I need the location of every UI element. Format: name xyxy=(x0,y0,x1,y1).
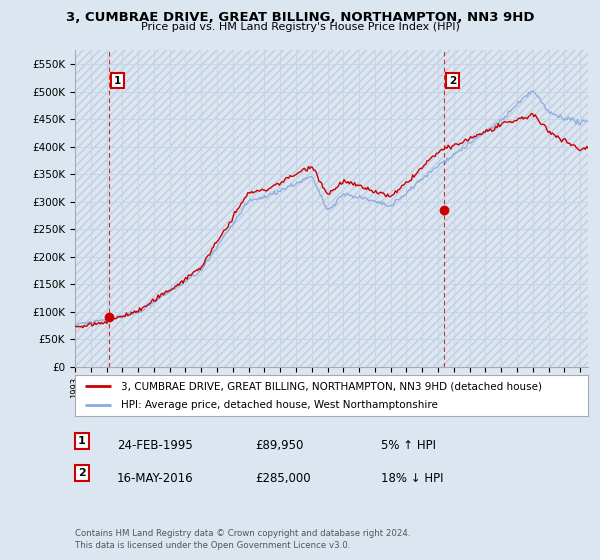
Text: 3, CUMBRAE DRIVE, GREAT BILLING, NORTHAMPTON, NN3 9HD: 3, CUMBRAE DRIVE, GREAT BILLING, NORTHAM… xyxy=(66,11,534,24)
Text: Price paid vs. HM Land Registry's House Price Index (HPI): Price paid vs. HM Land Registry's House … xyxy=(140,22,460,32)
Text: 2: 2 xyxy=(78,468,86,478)
Text: HPI: Average price, detached house, West Northamptonshire: HPI: Average price, detached house, West… xyxy=(121,400,438,409)
Text: Contains HM Land Registry data © Crown copyright and database right 2024.
This d: Contains HM Land Registry data © Crown c… xyxy=(75,529,410,550)
Text: 24-FEB-1995: 24-FEB-1995 xyxy=(117,439,193,452)
Text: 3, CUMBRAE DRIVE, GREAT BILLING, NORTHAMPTON, NN3 9HD (detached house): 3, CUMBRAE DRIVE, GREAT BILLING, NORTHAM… xyxy=(121,381,542,391)
Text: 16-MAY-2016: 16-MAY-2016 xyxy=(117,472,194,484)
Text: 1: 1 xyxy=(113,76,121,86)
Text: 18% ↓ HPI: 18% ↓ HPI xyxy=(381,472,443,484)
Text: £89,950: £89,950 xyxy=(255,439,304,452)
Text: 5% ↑ HPI: 5% ↑ HPI xyxy=(381,439,436,452)
Text: £285,000: £285,000 xyxy=(255,472,311,484)
Text: 1: 1 xyxy=(78,436,86,446)
Text: 2: 2 xyxy=(449,76,456,86)
